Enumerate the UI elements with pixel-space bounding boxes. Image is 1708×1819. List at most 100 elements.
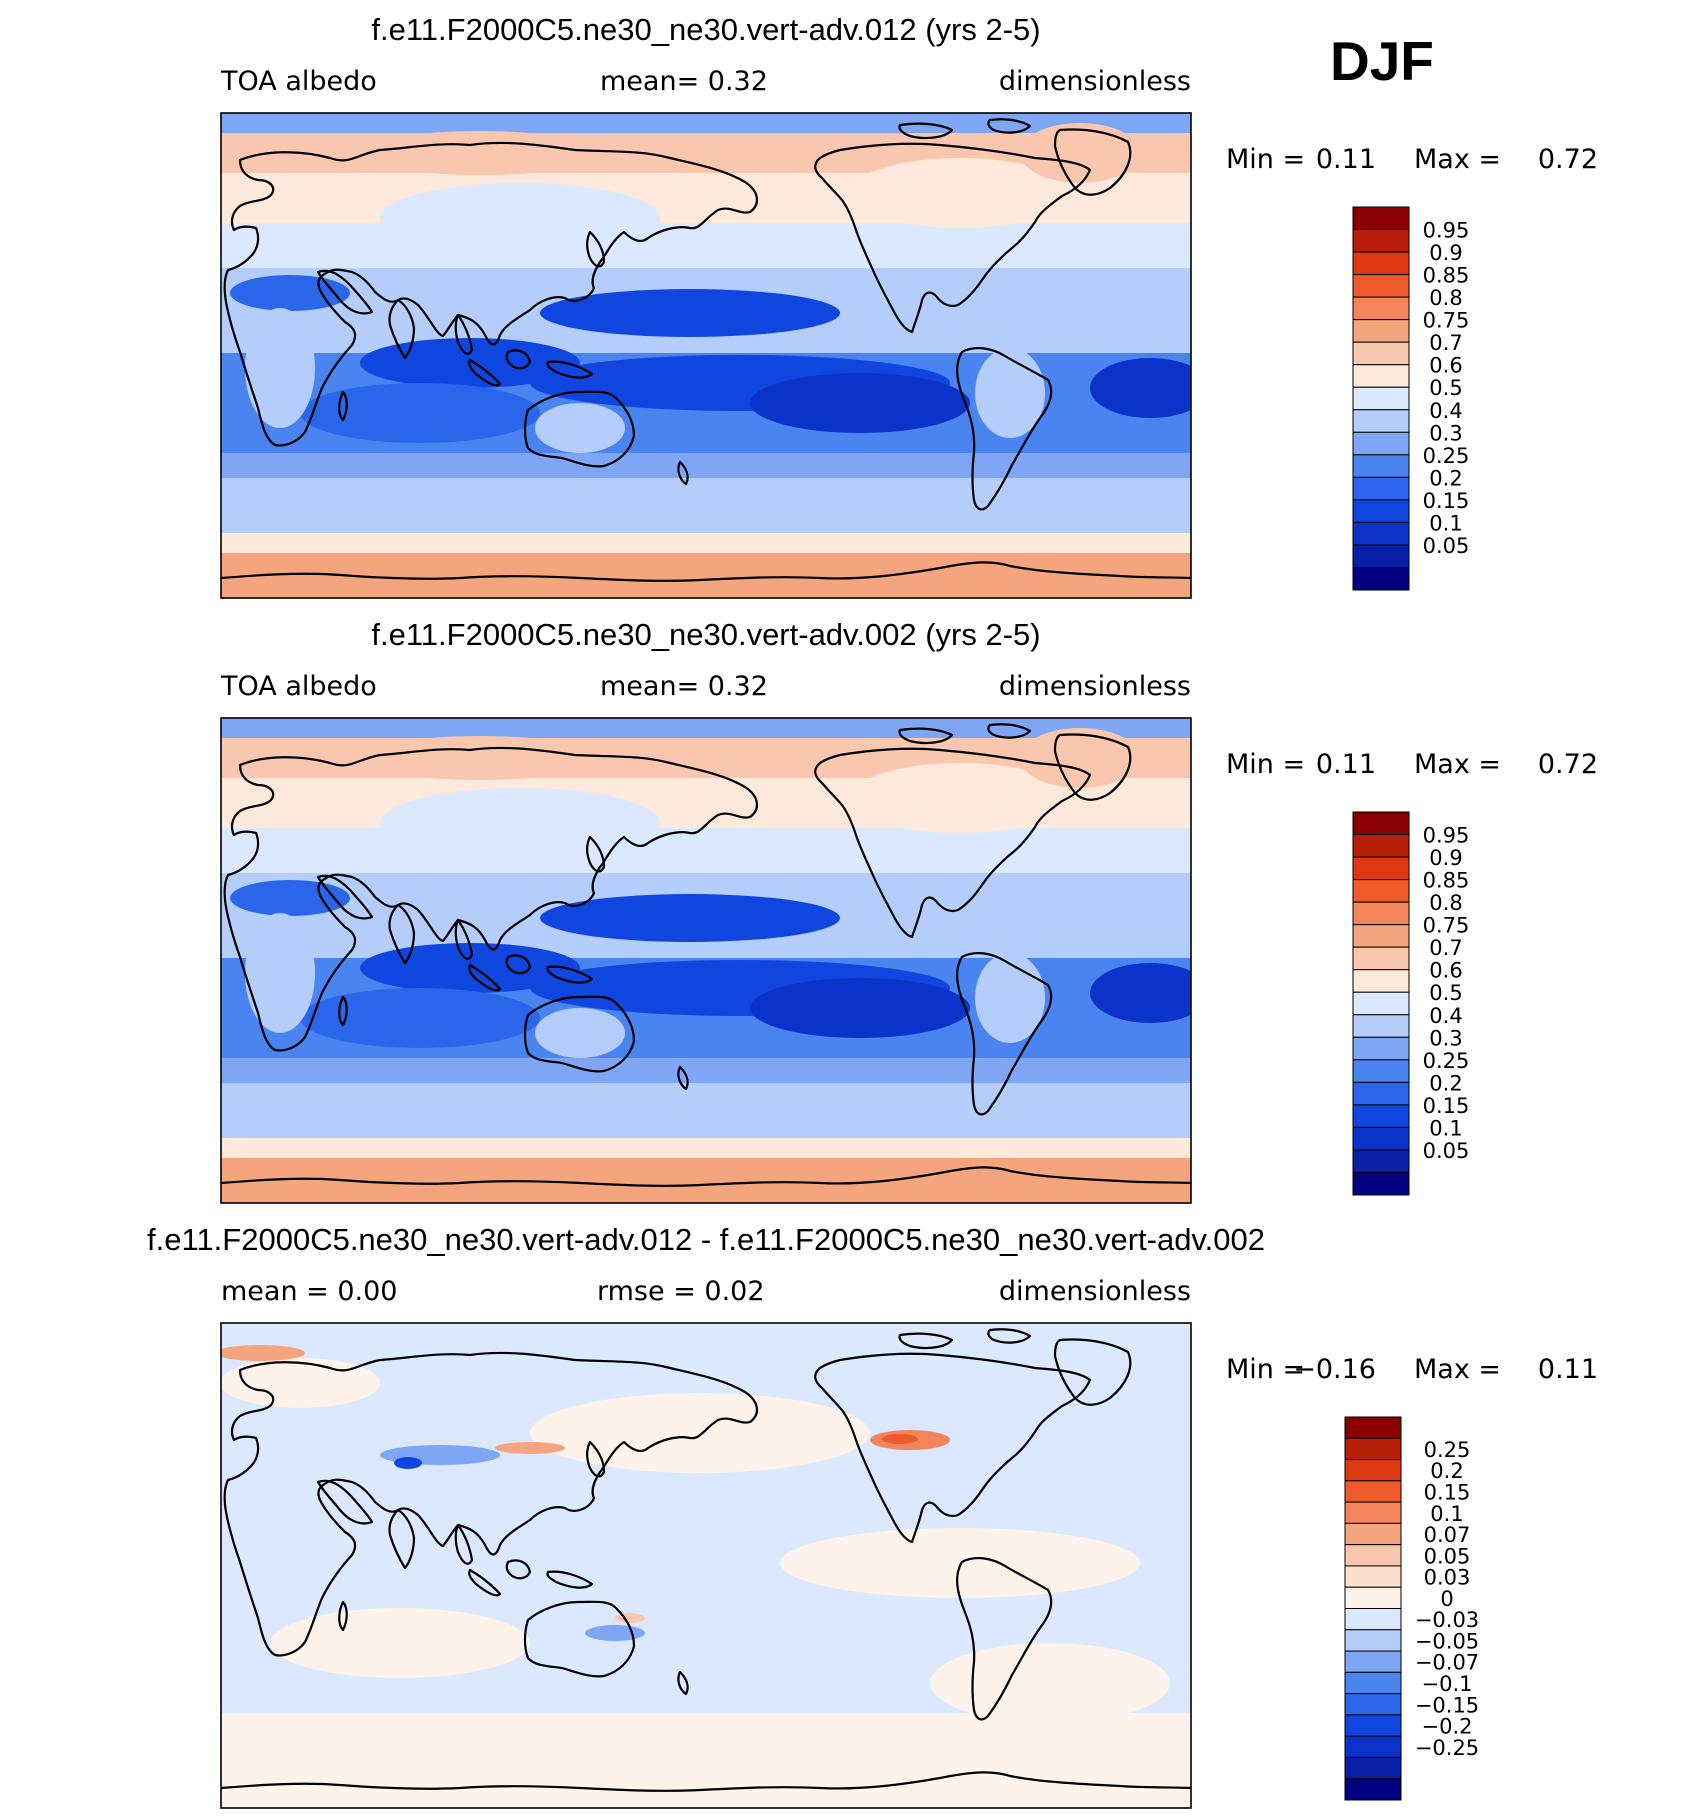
colorbar-tick-label: 0.25 xyxy=(1424,1438,1471,1462)
colorbar-box xyxy=(1344,1565,1402,1588)
colorbar-box xyxy=(1344,1693,1402,1716)
map-field xyxy=(221,113,1191,598)
field-contour xyxy=(615,1613,645,1623)
max-value: 0.11 xyxy=(1538,1354,1598,1385)
colorbar-box xyxy=(1344,1650,1402,1673)
colorbar-box xyxy=(1352,319,1410,343)
field-contour xyxy=(1090,963,1191,1023)
colorbar-tick-label: −0.07 xyxy=(1415,1651,1479,1675)
colorbar-box xyxy=(1352,364,1410,388)
field-contour xyxy=(394,1457,422,1469)
map-frame xyxy=(220,1322,1192,1809)
colorbar-tick-label: 0.15 xyxy=(1423,1094,1470,1118)
field-contour xyxy=(930,1643,1170,1723)
colorbar-tick-label: 0.05 xyxy=(1424,1544,1471,1568)
field-contour xyxy=(540,894,840,942)
field-contour xyxy=(300,988,540,1048)
colorbar-box xyxy=(1352,991,1410,1016)
colorbar-tick-label: 0.03 xyxy=(1424,1566,1471,1590)
colorbar-tick-label: 0.2 xyxy=(1430,1459,1463,1483)
colorbar-box xyxy=(1352,879,1410,903)
colorbar-box xyxy=(1352,1036,1410,1061)
colorbar-tick-label: 0.07 xyxy=(1424,1523,1471,1547)
colorbar-tick-label: 0.2 xyxy=(1429,1071,1462,1095)
field-contour xyxy=(230,275,350,311)
colorbar-tick-label: 0.6 xyxy=(1429,354,1462,378)
colorbar-tick-label: −0.1 xyxy=(1422,1672,1473,1696)
colorbar-tick-label: 0.2 xyxy=(1429,466,1462,490)
colorbar-box xyxy=(1344,1501,1402,1524)
field-contour xyxy=(221,1083,1191,1148)
min-value: 0.11 xyxy=(1316,749,1376,780)
panel-left-label: TOA albedo xyxy=(220,66,377,97)
colorbar-box xyxy=(1344,1714,1402,1737)
colorbar-box xyxy=(1344,1608,1402,1631)
colorbar-box xyxy=(1352,386,1410,411)
field-contour xyxy=(495,1442,565,1454)
colorbar-box xyxy=(1352,1081,1410,1106)
colorbar-box xyxy=(1352,476,1410,501)
field-contour xyxy=(221,1345,305,1361)
colorbar-tick-label: 0.25 xyxy=(1423,1049,1470,1073)
field-contour xyxy=(360,736,600,780)
field-contour xyxy=(975,348,1045,438)
field-contour xyxy=(221,1713,1191,1808)
colorbar-box xyxy=(1352,274,1410,298)
colorbar-box xyxy=(1344,1480,1402,1503)
colorbar-box xyxy=(1344,1735,1402,1758)
field-contour xyxy=(360,131,600,175)
colorbar-box xyxy=(1344,1756,1402,1780)
panel-title: f.e11.F2000C5.ne30_ne30.vert-adv.002 (yr… xyxy=(371,617,1040,652)
colorbar-tick-label: 0.95 xyxy=(1423,824,1470,848)
field-contour xyxy=(245,308,315,428)
colorbar-tick-label: 0.25 xyxy=(1423,444,1470,468)
max-value: 0.72 xyxy=(1538,749,1598,780)
colorbar-box xyxy=(1344,1586,1402,1609)
panel-center-label: mean= 0.32 xyxy=(600,671,768,702)
field-contour xyxy=(882,1434,918,1444)
colorbar-box xyxy=(1352,566,1410,591)
colorbar-box xyxy=(1352,924,1410,948)
max-label: Max = xyxy=(1414,144,1501,175)
field-contour xyxy=(780,1528,1140,1598)
field-contour xyxy=(270,1608,530,1678)
colorbar-box xyxy=(1352,1171,1410,1196)
colorbar-tick-label: 0.05 xyxy=(1423,1139,1470,1163)
colorbar-tick-label: 0.1 xyxy=(1430,1502,1463,1526)
field-contour xyxy=(585,1625,645,1641)
colorbar-tick-label: −0.05 xyxy=(1415,1629,1479,1653)
colorbar-box xyxy=(1352,544,1410,568)
colorbar-tick-label: 0.3 xyxy=(1429,1026,1462,1050)
colorbar-tick-label: 0 xyxy=(1440,1587,1453,1611)
colorbar-tick-label: −0.15 xyxy=(1415,1693,1479,1717)
field-contour xyxy=(1090,358,1191,418)
colorbar-tick-label: 0.85 xyxy=(1423,264,1470,288)
panel-center-label: rmse = 0.02 xyxy=(597,1276,765,1307)
map-field xyxy=(221,1323,1191,1808)
field-contour xyxy=(1020,123,1140,183)
colorbar-box xyxy=(1352,856,1410,881)
panel-left-label: TOA albedo xyxy=(220,671,377,702)
min-label: Min = xyxy=(1226,749,1305,780)
colorbar-box xyxy=(1344,1544,1402,1567)
colorbar-tick-label: 0.75 xyxy=(1423,914,1470,938)
colorbar-tick-label: 0.4 xyxy=(1429,1004,1462,1028)
panel-title: f.e11.F2000C5.ne30_ne30.vert-adv.012 (yr… xyxy=(371,12,1040,47)
colorbar-box xyxy=(1352,521,1410,546)
field-contour xyxy=(380,183,660,253)
map-field xyxy=(221,718,1191,1203)
colorbar-box xyxy=(1344,1459,1402,1482)
panel-left-label: mean = 0.00 xyxy=(221,1276,397,1307)
colorbar-box xyxy=(1352,229,1410,253)
colorbar-box xyxy=(1344,1671,1402,1695)
colorbar-box xyxy=(1344,1778,1402,1801)
colorbar-tick-label: 0.1 xyxy=(1429,1116,1462,1140)
min-label: Min = xyxy=(1226,1354,1305,1385)
colorbar-box xyxy=(1352,946,1410,971)
colorbar-box xyxy=(1352,206,1410,231)
panel-units-label: dimensionless xyxy=(999,671,1191,702)
panel-units-label: dimensionless xyxy=(999,1276,1191,1307)
colorbar-tick-label: 0.7 xyxy=(1429,331,1462,355)
min-value: −0.16 xyxy=(1293,1354,1376,1385)
colorbar-tick-label: 0.05 xyxy=(1423,534,1470,558)
